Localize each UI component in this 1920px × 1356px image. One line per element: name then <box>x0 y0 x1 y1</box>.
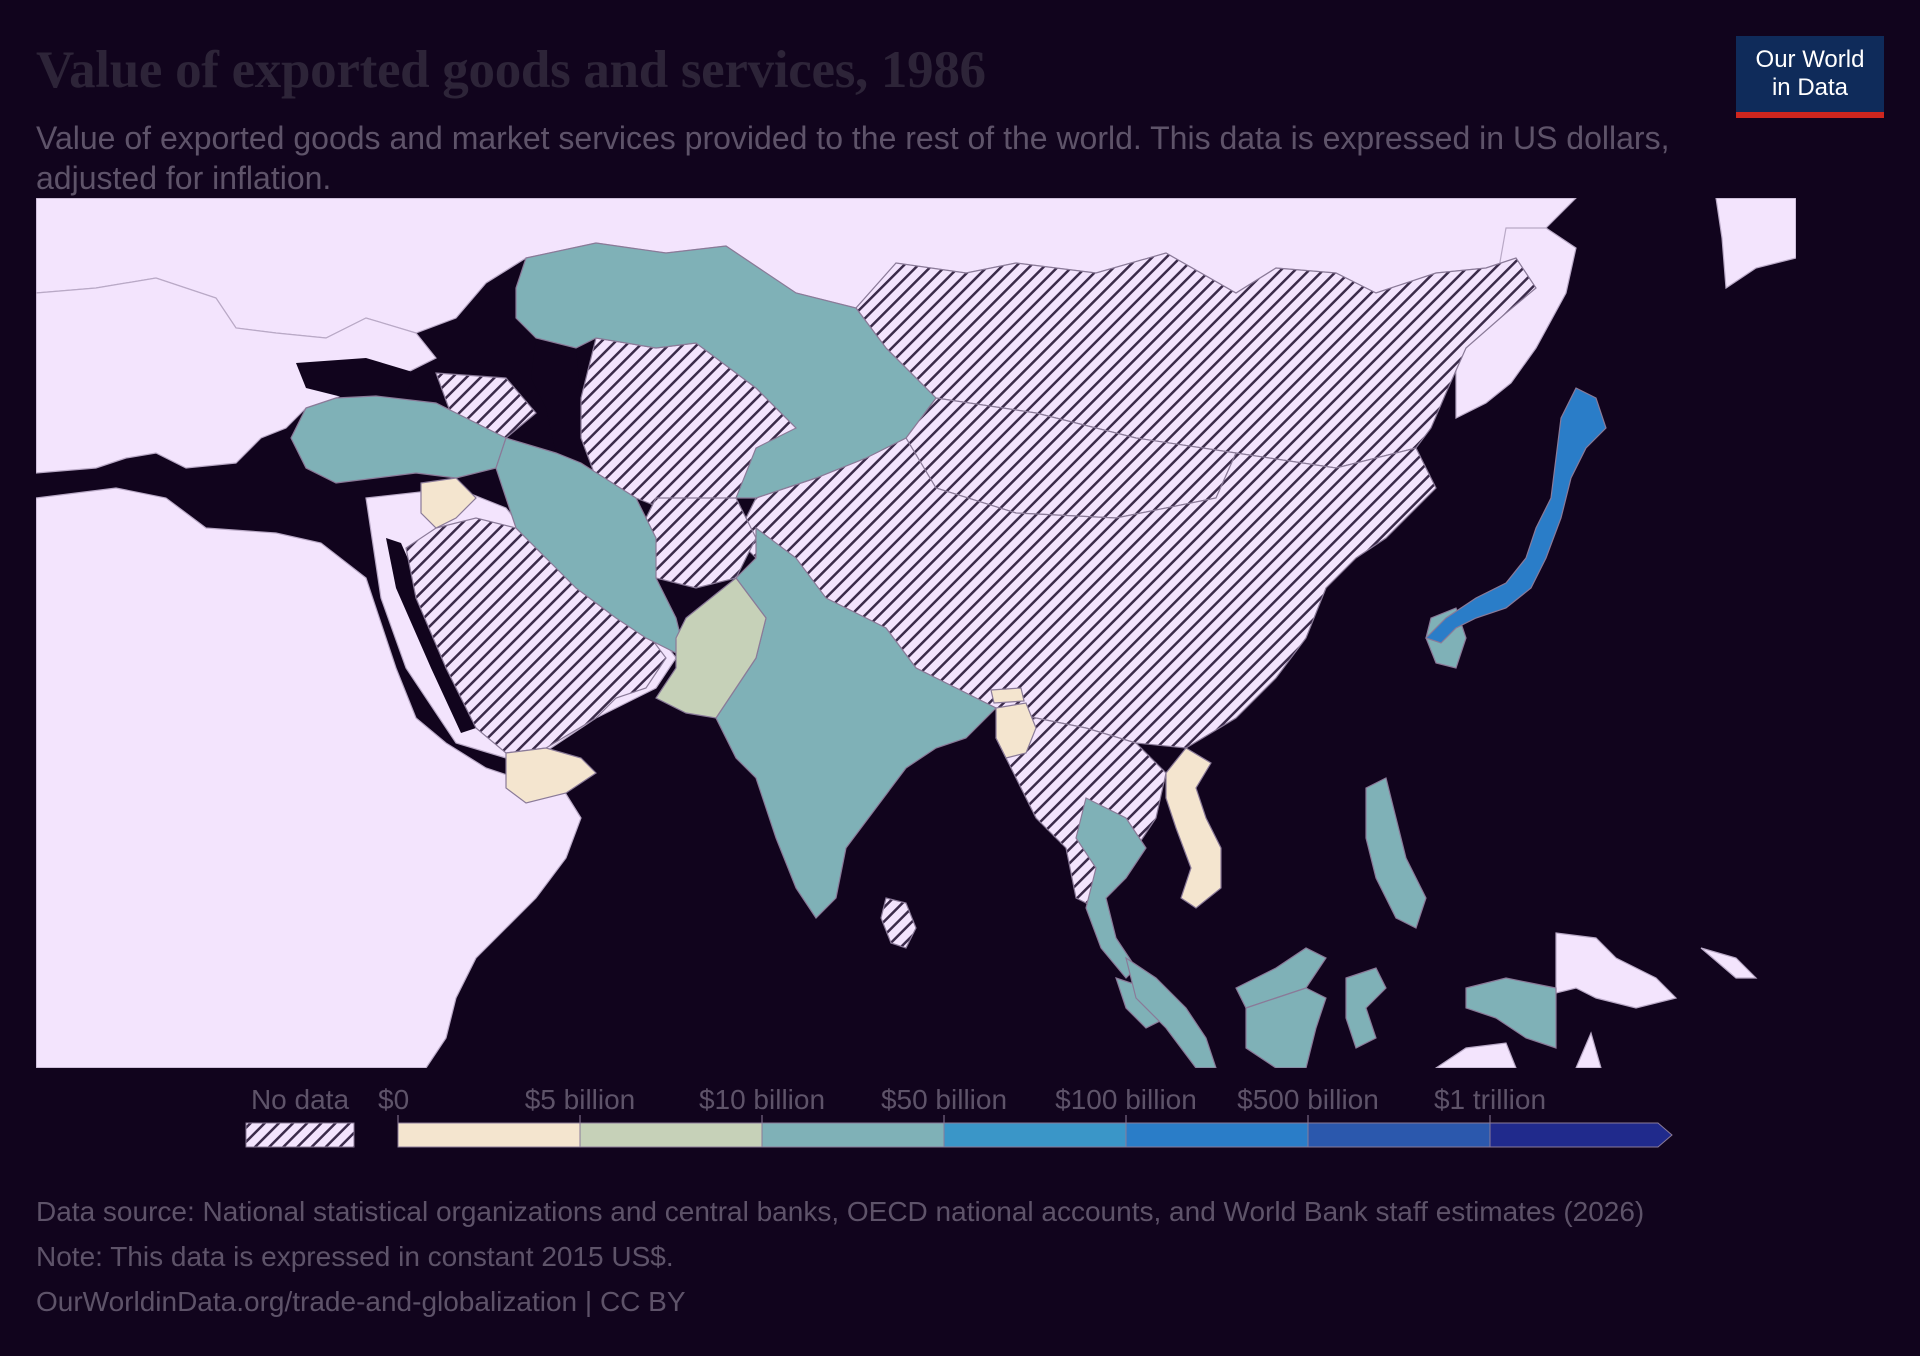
legend-tick-label-6: $1 trillion <box>1434 1084 1546 1115</box>
country-indonesia-papua <box>1465 977 1557 1049</box>
owid-logo[interactable]: Our World in Data <box>1736 36 1884 118</box>
footer-note: Note: This data is expressed in constant… <box>36 1241 674 1272</box>
legend-bin-6[interactable] <box>1489 1122 1673 1148</box>
legend-bin-3[interactable] <box>943 1122 1127 1148</box>
land-australia-top <box>1434 1042 1517 1068</box>
map-legend: No data $0 $5 billion $10 billion $50 billi… <box>0 1075 1920 1155</box>
country-syria <box>420 477 477 529</box>
country-philippines <box>1365 777 1427 929</box>
legend-tick-label-2: $10 billion <box>699 1084 825 1115</box>
chart-subtitle: Value of exported goods and market servi… <box>36 120 1670 196</box>
legend-svg: No data $0 $5 billion $10 billion $50 billi… <box>245 1084 1673 1148</box>
country-yemen <box>505 747 597 804</box>
data-countries[interactable] <box>290 242 1607 1068</box>
land-png <box>1555 932 1678 1009</box>
country-indonesia-sulawesi <box>1345 967 1387 1049</box>
legend-bin-4[interactable] <box>1125 1122 1309 1148</box>
country-bhutan <box>990 687 1025 704</box>
legend-tick-label-0: $0 <box>378 1084 409 1115</box>
logo-line-2: in Data <box>1771 74 1849 101</box>
country-pakistan <box>655 577 767 719</box>
country-kazakhstan <box>515 242 937 499</box>
legend-bin-5[interactable] <box>1307 1122 1491 1148</box>
chart-title: Value of exported goods and services, 19… <box>36 41 986 99</box>
choropleth-map[interactable] <box>36 198 1796 1068</box>
legend-tick-label-5: $500 billion <box>1237 1084 1379 1115</box>
country-japan <box>1424 387 1607 644</box>
legend-tick-label-1: $5 billion <box>525 1084 636 1115</box>
legend-tick-label-4: $100 billion <box>1055 1084 1197 1115</box>
footer-url[interactable]: OurWorldinData.org/trade-and-globalizati… <box>36 1286 686 1317</box>
no-data-countries[interactable] <box>405 252 1537 949</box>
land-kamchatka <box>1715 198 1796 290</box>
legend-bin-2[interactable] <box>761 1122 945 1148</box>
legend-no-data-swatch <box>245 1122 355 1148</box>
black-sea <box>296 358 416 398</box>
land-solomons <box>1700 947 1758 979</box>
land-australia-cape <box>1575 1031 1602 1068</box>
legend-tick-label-3: $50 billion <box>881 1084 1007 1115</box>
map-svg <box>36 198 1796 1068</box>
country-vietnam <box>1165 747 1222 909</box>
country-sri-lanka <box>880 897 917 949</box>
caspian-sea <box>531 338 596 463</box>
legend-no-data-label: No data <box>251 1084 349 1115</box>
country-indonesia-sumatra <box>1125 956 1217 1068</box>
legend-bin-1[interactable] <box>579 1122 763 1148</box>
country-bangladesh <box>995 702 1037 759</box>
legend-bin-0[interactable] <box>397 1122 581 1148</box>
country-iran <box>495 437 687 660</box>
country-indonesia-borneo <box>1245 987 1327 1068</box>
footer-source: Data source: National statistical organi… <box>36 1196 1645 1227</box>
logo-line-1: Our World <box>1755 46 1865 73</box>
